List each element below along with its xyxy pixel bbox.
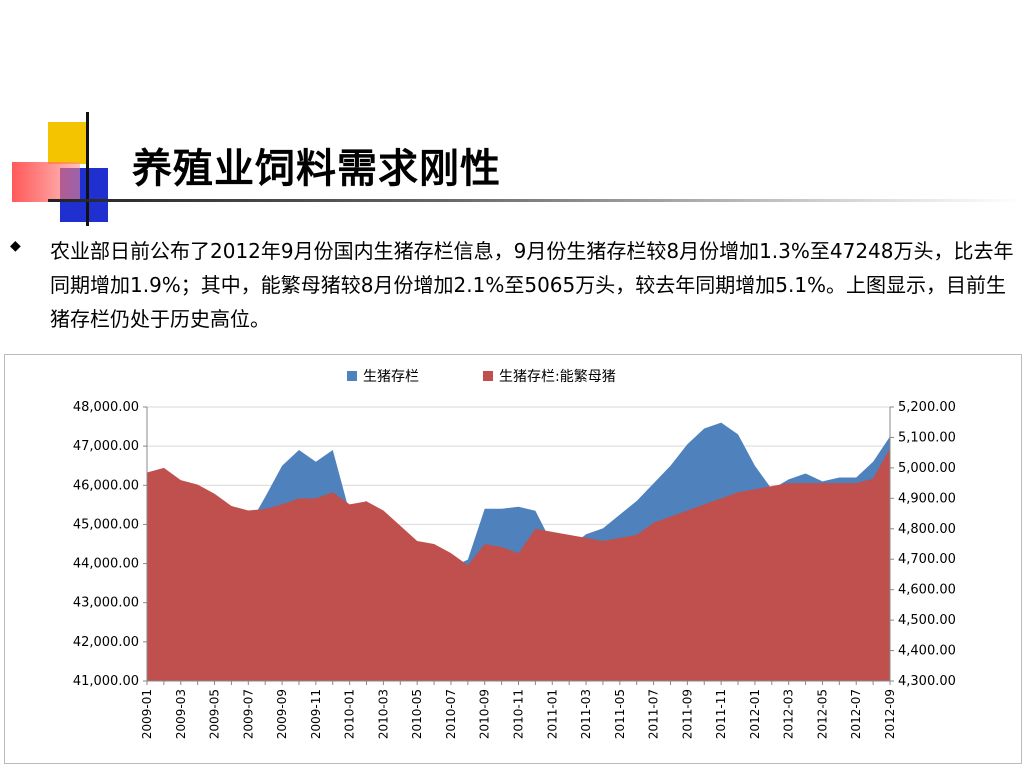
- x-tick-label: 2011-01: [545, 689, 559, 739]
- y-left-tick-label: 44,000.00: [73, 557, 139, 572]
- y-left-tick-label: 41,000.00: [73, 674, 139, 689]
- y-left-tick-label: 48,000.00: [73, 400, 139, 415]
- x-tick-label: 2011-03: [579, 689, 593, 739]
- x-tick-label: 2011-07: [647, 689, 661, 739]
- x-tick-label: 2009-11: [309, 689, 323, 739]
- x-tick-label: 2010-11: [512, 689, 526, 739]
- diamond-bullet-icon: ◆: [10, 238, 21, 254]
- decor-vertical-line: [86, 112, 89, 226]
- y-right-tick-label: 5,200.00: [898, 400, 956, 415]
- y-right-tick-label: 4,300.00: [898, 674, 956, 689]
- y-left-tick-label: 45,000.00: [73, 517, 139, 532]
- y-right-tick-label: 5,100.00: [898, 430, 956, 445]
- legend-swatch: [483, 371, 493, 381]
- x-tick-label: 2010-05: [410, 689, 424, 739]
- y-right-tick-label: 5,000.00: [898, 461, 956, 476]
- legend-label: 生猪存栏: [363, 369, 419, 385]
- series-area-sows: [147, 448, 890, 681]
- page-title: 养殖业饲料需求刚性: [132, 146, 501, 192]
- title-underline: [48, 199, 1024, 202]
- x-tick-label: 2012-07: [849, 689, 863, 739]
- area-chart: 41,000.00 42,000.00 43,000.00 44,000.00 45,0…: [73, 369, 956, 739]
- legend-swatch: [347, 371, 357, 381]
- x-tick-label: 2012-01: [748, 689, 762, 739]
- y-right-tick-label: 4,400.00: [898, 644, 956, 659]
- x-tick-label: 2010-09: [478, 689, 492, 739]
- y-right-tick-label: 4,700.00: [898, 552, 956, 567]
- bullet-text: 农业部日前公布了2012年9月份国内生猪存栏信息，9月份生猪存栏较8月份增加1.…: [50, 239, 1014, 331]
- x-tick-label: 2009-07: [241, 689, 255, 739]
- x-tick-label: 2009-01: [140, 689, 154, 739]
- y-right-tick-labels: 4,300.00 4,400.00 4,500.00 4,600.00 4,700.00…: [890, 400, 956, 689]
- bullet-item: ◆ 农业部日前公布了2012年9月份国内生猪存栏信息，9月份生猪存栏较8月份增加…: [10, 234, 1015, 336]
- x-tick-label: 2009-05: [208, 689, 222, 739]
- x-tick-labels: 2009-01 2009-03 2009-05 2009-07 2009-09 2009-…: [140, 689, 897, 739]
- legend-label: 生猪存栏:能繁母猪: [499, 369, 616, 385]
- axes: [146, 407, 891, 685]
- x-tick-label: 2010-03: [376, 689, 390, 739]
- y-right-tick-label: 4,600.00: [898, 583, 956, 598]
- x-tick-label: 2011-11: [714, 689, 728, 739]
- series-areas: [147, 422, 890, 681]
- y-left-tick-label: 42,000.00: [73, 635, 139, 650]
- y-left-tick-label: 43,000.00: [73, 596, 139, 611]
- y-left-tick-label: 46,000.00: [73, 478, 139, 493]
- x-tick-label: 2011-05: [613, 689, 627, 739]
- x-tick-label: 2011-09: [680, 689, 694, 739]
- x-tick-label: 2010-01: [343, 689, 357, 739]
- x-tick-label: 2012-03: [782, 689, 796, 739]
- x-tick-label: 2012-05: [815, 689, 829, 739]
- chart-frame: 41,000.00 42,000.00 43,000.00 44,000.00 45,0…: [4, 354, 1022, 764]
- y-left-tick-labels: 41,000.00 42,000.00 43,000.00 44,000.00 45,0…: [73, 400, 147, 689]
- y-right-tick-label: 4,900.00: [898, 491, 956, 506]
- x-tick-label: 2012-09: [883, 689, 897, 739]
- legend: 生猪存栏 生猪存栏:能繁母猪: [347, 369, 616, 385]
- decor-red-square: [12, 162, 80, 202]
- y-right-tick-label: 4,800.00: [898, 522, 956, 537]
- y-left-tick-label: 47,000.00: [73, 439, 139, 454]
- y-right-tick-label: 4,500.00: [898, 613, 956, 628]
- decor-yellow-square: [48, 122, 88, 164]
- x-tick-label: 2010-07: [444, 689, 458, 739]
- x-tick-label: 2009-09: [275, 689, 289, 739]
- x-tick-label: 2009-03: [174, 689, 188, 739]
